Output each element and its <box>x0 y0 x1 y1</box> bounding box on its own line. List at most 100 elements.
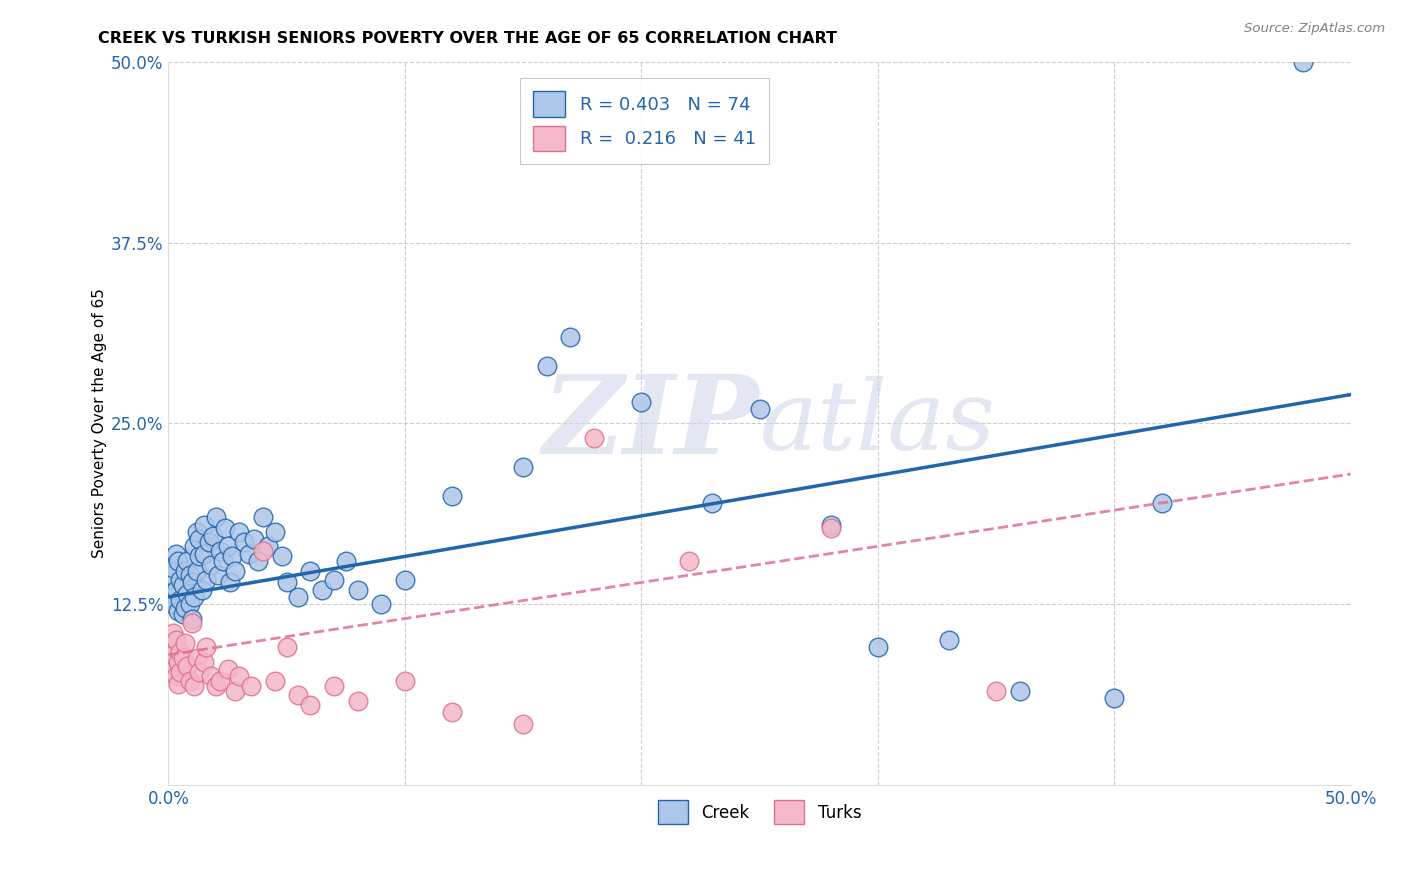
Point <box>214 520 236 534</box>
Point <box>204 510 226 524</box>
Point <box>1292 55 1315 70</box>
Point <box>583 431 606 445</box>
Point <box>224 564 246 578</box>
Point <box>299 698 322 713</box>
Point <box>181 575 204 590</box>
Point <box>159 640 181 655</box>
Point <box>224 683 246 698</box>
Point <box>242 532 264 546</box>
Point <box>200 558 222 573</box>
Point <box>820 520 842 534</box>
Point <box>233 535 256 549</box>
Point <box>630 394 652 409</box>
Point <box>335 554 357 568</box>
Point <box>169 573 191 587</box>
Text: ZIP: ZIP <box>543 369 759 477</box>
Point <box>1150 496 1173 510</box>
Point <box>441 706 464 720</box>
Point <box>174 564 197 578</box>
Point <box>217 662 239 676</box>
Point <box>820 517 842 532</box>
Point <box>167 604 190 618</box>
Point <box>167 655 190 669</box>
Point <box>938 633 960 648</box>
Point <box>866 640 889 655</box>
Point <box>263 673 285 688</box>
Point <box>238 547 260 561</box>
Point <box>299 564 322 578</box>
Point <box>247 554 270 568</box>
Point <box>162 597 184 611</box>
Point <box>186 564 208 578</box>
Point <box>183 539 205 553</box>
Point <box>197 535 219 549</box>
Point <box>169 592 191 607</box>
Point <box>207 568 229 582</box>
Point <box>219 575 242 590</box>
Point <box>394 573 416 587</box>
Point <box>263 524 285 539</box>
Point <box>176 587 198 601</box>
Point <box>188 532 211 546</box>
Point <box>159 568 181 582</box>
Point <box>176 659 198 673</box>
Point <box>311 582 333 597</box>
Point <box>162 561 184 575</box>
Point <box>167 554 190 568</box>
Point <box>159 590 181 604</box>
Point <box>370 597 392 611</box>
Point <box>394 673 416 688</box>
Point <box>165 582 187 597</box>
Point <box>323 680 346 694</box>
Point <box>193 517 215 532</box>
Point <box>228 524 250 539</box>
Point <box>188 665 211 679</box>
Point <box>1104 691 1126 706</box>
Point <box>183 590 205 604</box>
Point <box>984 683 1007 698</box>
Point <box>276 640 298 655</box>
Point <box>512 459 534 474</box>
Point <box>1008 683 1031 698</box>
Point <box>174 601 197 615</box>
Point <box>256 539 278 553</box>
Point <box>176 554 198 568</box>
Point <box>159 662 181 676</box>
Point <box>271 549 294 564</box>
Point <box>167 676 190 690</box>
Point <box>217 539 239 553</box>
Point <box>195 573 218 587</box>
Point <box>186 650 208 665</box>
Point <box>190 582 212 597</box>
Point <box>181 611 204 625</box>
Point <box>441 489 464 503</box>
Point <box>209 543 232 558</box>
Point <box>323 573 346 587</box>
Point <box>162 648 184 662</box>
Point <box>202 529 225 543</box>
Point <box>211 554 233 568</box>
Legend: Creek, Turks: Creek, Turks <box>651 794 868 830</box>
Point <box>169 665 191 679</box>
Point <box>179 673 201 688</box>
Point <box>204 680 226 694</box>
Y-axis label: Seniors Poverty Over the Age of 65: Seniors Poverty Over the Age of 65 <box>93 288 107 558</box>
Point <box>346 694 368 708</box>
Point <box>702 496 724 510</box>
Point <box>162 626 184 640</box>
Point <box>186 524 208 539</box>
Point <box>165 669 187 683</box>
Point <box>172 650 194 665</box>
Point <box>560 330 582 344</box>
Point <box>221 549 243 564</box>
Point <box>169 645 191 659</box>
Point <box>188 549 211 564</box>
Point <box>287 590 309 604</box>
Text: Source: ZipAtlas.com: Source: ZipAtlas.com <box>1244 22 1385 36</box>
Point <box>181 615 204 630</box>
Point <box>536 359 558 373</box>
Point <box>228 669 250 683</box>
Point <box>165 547 187 561</box>
Point <box>193 655 215 669</box>
Point <box>678 554 700 568</box>
